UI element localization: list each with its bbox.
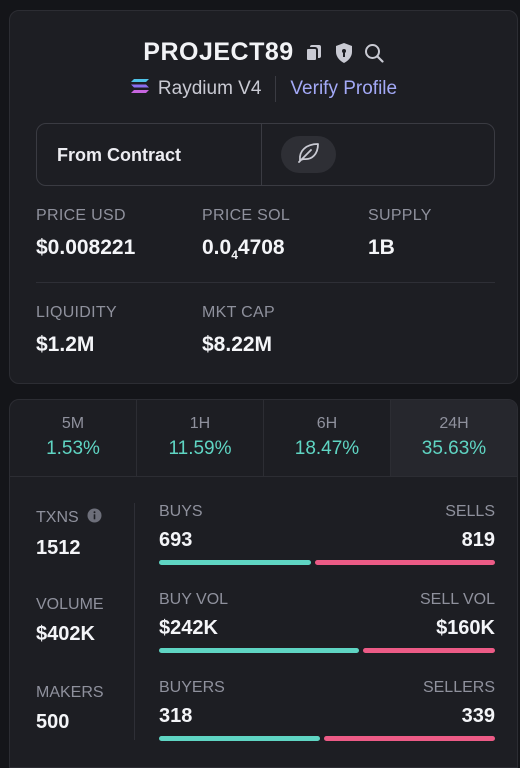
stat-price-sol: PRICE SOL 0.044708 bbox=[202, 207, 290, 262]
buyers-sellers: BUYERS SELLERS 318 339 bbox=[159, 679, 495, 741]
pair-right-label: SELL VOL bbox=[419, 591, 495, 608]
stat-label: MAKERS bbox=[36, 684, 104, 701]
tab-change: 11.59% bbox=[168, 438, 232, 459]
title-row: PROJECT89 bbox=[10, 38, 517, 67]
stat-txns: TXNS 1512 bbox=[36, 508, 102, 560]
activity-card: 5M 1.53% 1H 11.59% 6H 18.47% 24H 35.63% … bbox=[9, 399, 518, 768]
stat-value: $402K bbox=[36, 623, 95, 645]
stat-label: SUPPLY bbox=[368, 207, 432, 224]
pair-left-value: 318 bbox=[159, 705, 193, 727]
pair-right-label: SELLS bbox=[445, 503, 495, 520]
stat-label: LIQUIDITY bbox=[36, 304, 117, 321]
divider bbox=[261, 124, 262, 185]
stat-value: 0.044708 bbox=[202, 236, 285, 263]
buy-bar bbox=[159, 560, 312, 565]
leaf-icon bbox=[296, 141, 322, 168]
tab-change: 35.63% bbox=[421, 438, 487, 459]
tab-change: 18.47% bbox=[294, 438, 360, 459]
stat-label: PRICE USD bbox=[36, 207, 126, 224]
leaf-button[interactable] bbox=[281, 136, 336, 173]
sell-bar bbox=[315, 560, 495, 565]
buy-bar bbox=[159, 736, 320, 741]
stat-supply: SUPPLY 1B bbox=[368, 207, 432, 260]
divider bbox=[134, 503, 135, 740]
pair-left-label: BUYS bbox=[159, 503, 203, 520]
buys-sells: BUYS SELLS 693 819 bbox=[159, 503, 495, 565]
ratio-bar bbox=[159, 648, 495, 653]
stat-makers: MAKERS 500 bbox=[36, 684, 104, 734]
stat-label: VOLUME bbox=[36, 596, 104, 613]
raydium-logo-icon bbox=[130, 78, 150, 100]
stat-liquidity: LIQUIDITY $1.2M bbox=[36, 304, 117, 357]
tab-label: 6H bbox=[316, 415, 338, 432]
pair-right-value: $160K bbox=[436, 617, 495, 639]
stat-value: $1.2M bbox=[36, 333, 95, 356]
stat-value: 500 bbox=[36, 711, 70, 733]
divider bbox=[36, 282, 495, 283]
dex-name: Raydium V4 bbox=[157, 78, 262, 99]
token-info-card: PROJECT89 Raydium V4 Verify Profile From… bbox=[9, 10, 518, 384]
stat-mkt-cap: MKT CAP $8.22M bbox=[202, 304, 275, 357]
token-name: PROJECT89 bbox=[143, 38, 294, 66]
stat-label: TXNS bbox=[36, 509, 79, 526]
stat-price-usd: PRICE USD $0.008221 bbox=[36, 207, 135, 260]
shield-icon[interactable] bbox=[334, 42, 354, 63]
pair-left-label: BUYERS bbox=[159, 679, 225, 696]
tab-6h[interactable]: 6H 18.47% bbox=[264, 400, 391, 476]
stat-value: 1B bbox=[368, 236, 395, 259]
tab-label: 24H bbox=[439, 415, 469, 432]
stat-value: 1512 bbox=[36, 537, 81, 559]
contract-box: From Contract bbox=[36, 123, 495, 186]
pair-right-value: 819 bbox=[461, 529, 495, 551]
sell-bar bbox=[323, 736, 495, 741]
pair-left-label: BUY VOL bbox=[159, 591, 229, 608]
stat-label: MKT CAP bbox=[202, 304, 275, 321]
tab-label: 5M bbox=[61, 415, 85, 432]
pair-left-value: 693 bbox=[159, 529, 193, 551]
tab-change: 1.53% bbox=[46, 438, 100, 459]
copy-icon[interactable] bbox=[304, 43, 324, 63]
timeframe-tabs: 5M 1.53% 1H 11.59% 6H 18.47% 24H 35.63% bbox=[10, 400, 517, 477]
pair-left-value: $242K bbox=[159, 617, 218, 639]
pair-right-value: 339 bbox=[461, 705, 495, 727]
buy-bar bbox=[159, 648, 359, 653]
tab-5m[interactable]: 5M 1.53% bbox=[10, 400, 137, 476]
tab-label: 1H bbox=[189, 415, 211, 432]
dex-row: Raydium V4 Verify Profile bbox=[10, 76, 517, 102]
dex-badge: Raydium V4 bbox=[130, 78, 262, 100]
stat-volume: VOLUME $402K bbox=[36, 596, 104, 646]
search-icon[interactable] bbox=[364, 43, 384, 63]
tab-24h[interactable]: 24H 35.63% bbox=[391, 400, 517, 476]
stat-value: $0.008221 bbox=[36, 236, 136, 259]
volume-split: BUY VOL SELL VOL $242K $160K bbox=[159, 591, 495, 653]
tab-1h[interactable]: 1H 11.59% bbox=[137, 400, 264, 476]
ratio-bar bbox=[159, 736, 495, 741]
pair-right-label: SELLERS bbox=[422, 679, 495, 696]
ratio-bar bbox=[159, 560, 495, 565]
verify-profile-link[interactable]: Verify Profile bbox=[290, 78, 398, 99]
contract-label: From Contract bbox=[57, 145, 182, 165]
info-icon[interactable] bbox=[87, 508, 102, 528]
sell-bar bbox=[362, 648, 495, 653]
divider bbox=[275, 76, 277, 102]
stat-label: PRICE SOL bbox=[202, 207, 291, 224]
stat-value: $8.22M bbox=[202, 333, 273, 356]
